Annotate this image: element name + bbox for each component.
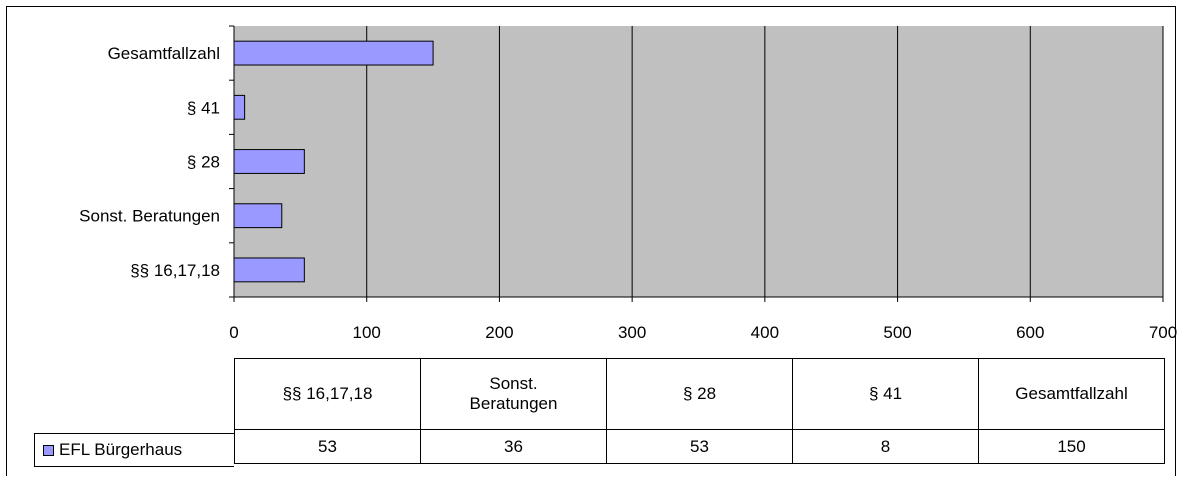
- y-axis-categories: Gesamtfallzahl § 41 § 28 Sonst. Beratungen §…: [79, 44, 220, 280]
- table-cell: 53: [606, 429, 793, 464]
- bar: [233, 40, 434, 66]
- data-table: §§ 16,17,18 Sonst. Beratungen § 28 § 41 Gesam…: [234, 358, 1165, 464]
- gridlines: [366, 26, 1164, 297]
- table-header-cell: § 41: [792, 358, 979, 430]
- x-tick-label: 0: [229, 323, 238, 342]
- x-tick-label: 300: [618, 323, 646, 342]
- table-cell: 150: [978, 429, 1165, 464]
- table-cell: 8: [792, 429, 979, 464]
- legend: EFL Bürgerhaus: [34, 433, 234, 467]
- axes: [229, 25, 1163, 298]
- legend-label: EFL Bürgerhaus: [59, 440, 183, 459]
- plot-area: [234, 26, 1163, 297]
- category-label: § 28: [187, 153, 220, 172]
- x-tick-label: 700: [1149, 323, 1177, 342]
- x-tick-label: 200: [485, 323, 513, 342]
- x-axis-ticks: 0 100 200 300 400 500 600 700: [229, 297, 1177, 342]
- table-header-cell: Gesamtfallzahl: [978, 358, 1165, 430]
- category-label: Gesamtfallzahl: [108, 44, 220, 63]
- x-tick-label: 100: [353, 323, 381, 342]
- x-tick-label: 600: [1016, 323, 1044, 342]
- x-tick-label: 400: [751, 323, 779, 342]
- category-label: § 41: [187, 98, 220, 117]
- table-header-cell: §§ 16,17,18: [234, 358, 421, 430]
- legend-swatch: [43, 444, 54, 456]
- table-row: 53 36 53 8 150: [234, 429, 1165, 464]
- table-header-cell: § 28: [606, 358, 793, 430]
- category-label: §§ 16,17,18: [130, 261, 220, 280]
- bar: [233, 94, 246, 120]
- category-label: Sonst. Beratungen: [79, 207, 220, 226]
- table-header-cell: Sonst. Beratungen: [420, 358, 607, 430]
- x-tick-label: 500: [883, 323, 911, 342]
- bar: [233, 257, 305, 283]
- bar: [233, 149, 305, 174]
- table-header-row: §§ 16,17,18 Sonst. Beratungen § 28 § 41 Gesam…: [234, 358, 1165, 430]
- table-cell: 53: [234, 429, 421, 464]
- bars: [233, 40, 434, 283]
- bar-chart: 0 100 200 300 400 500 600 700 Gesamtfallzahl § 4…: [79, 25, 1177, 342]
- bar: [233, 203, 283, 229]
- table-cell: 36: [420, 429, 607, 464]
- chart-frame: [6, 6, 1176, 476]
